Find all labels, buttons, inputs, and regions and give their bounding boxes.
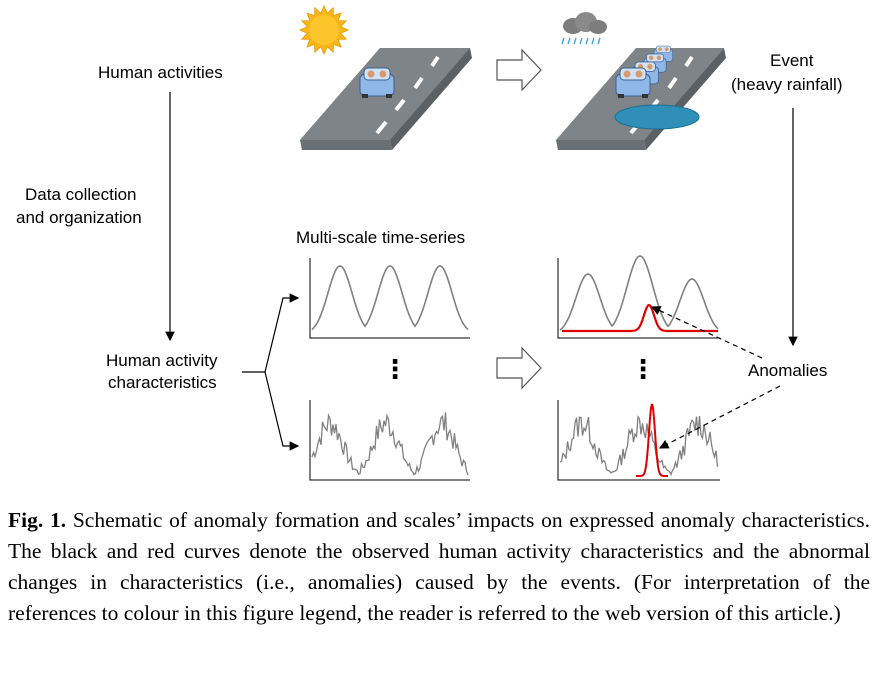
ts-panel-noisy-normal: [309, 400, 470, 481]
human-activity-char-label-line2: characteristics: [108, 373, 217, 392]
branch-arrow-upper: [242, 293, 300, 373]
figure-caption: Fig. 1. Schematic of anomaly formation a…: [8, 505, 870, 629]
road-left: [300, 48, 472, 150]
rain-cloud-icon: [561, 12, 607, 45]
human-activities-label: Human activities: [98, 63, 223, 82]
multi-scale-label: Multi-scale time-series: [296, 228, 465, 247]
transition-arrow-bottom: [496, 346, 542, 390]
caption-text: Schematic of anomaly formation and scale…: [8, 508, 870, 625]
caption-fig-label: Fig. 1.: [8, 508, 67, 532]
puddle-icon: [614, 104, 700, 130]
anomaly-pointer-lower: [658, 385, 781, 449]
ts-panel-smooth-event: [557, 255, 720, 339]
anomalies-label: Anomalies: [748, 361, 827, 380]
anomaly-pointer-upper: [650, 306, 763, 359]
ts-panel-noisy-event: [557, 400, 720, 481]
ts-panel-smooth-normal: [309, 258, 470, 339]
event-label-line1: Event: [770, 51, 814, 70]
event-label-line2: (heavy rainfall): [731, 75, 843, 94]
ellipsis-left: ⋮: [382, 355, 408, 385]
schematic-diagram: Human activities Data collection and org…: [16, 5, 843, 481]
ellipsis-right: ⋮: [630, 355, 656, 385]
car-queue: [615, 45, 673, 98]
data-collection-label-line1: Data collection: [25, 185, 137, 204]
transition-arrow-top: [496, 48, 542, 92]
data-collection-label-line2: and organization: [16, 208, 142, 227]
car-icon: [359, 67, 395, 98]
human-activity-char-label-line1: Human activity: [106, 351, 218, 370]
branch-arrow-lower: [264, 371, 300, 451]
sun-icon: [299, 5, 349, 55]
